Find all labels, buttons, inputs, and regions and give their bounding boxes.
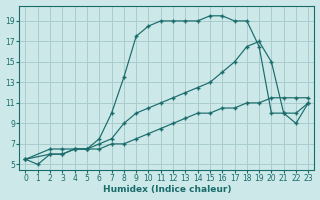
X-axis label: Humidex (Indice chaleur): Humidex (Indice chaleur) [103,185,231,194]
